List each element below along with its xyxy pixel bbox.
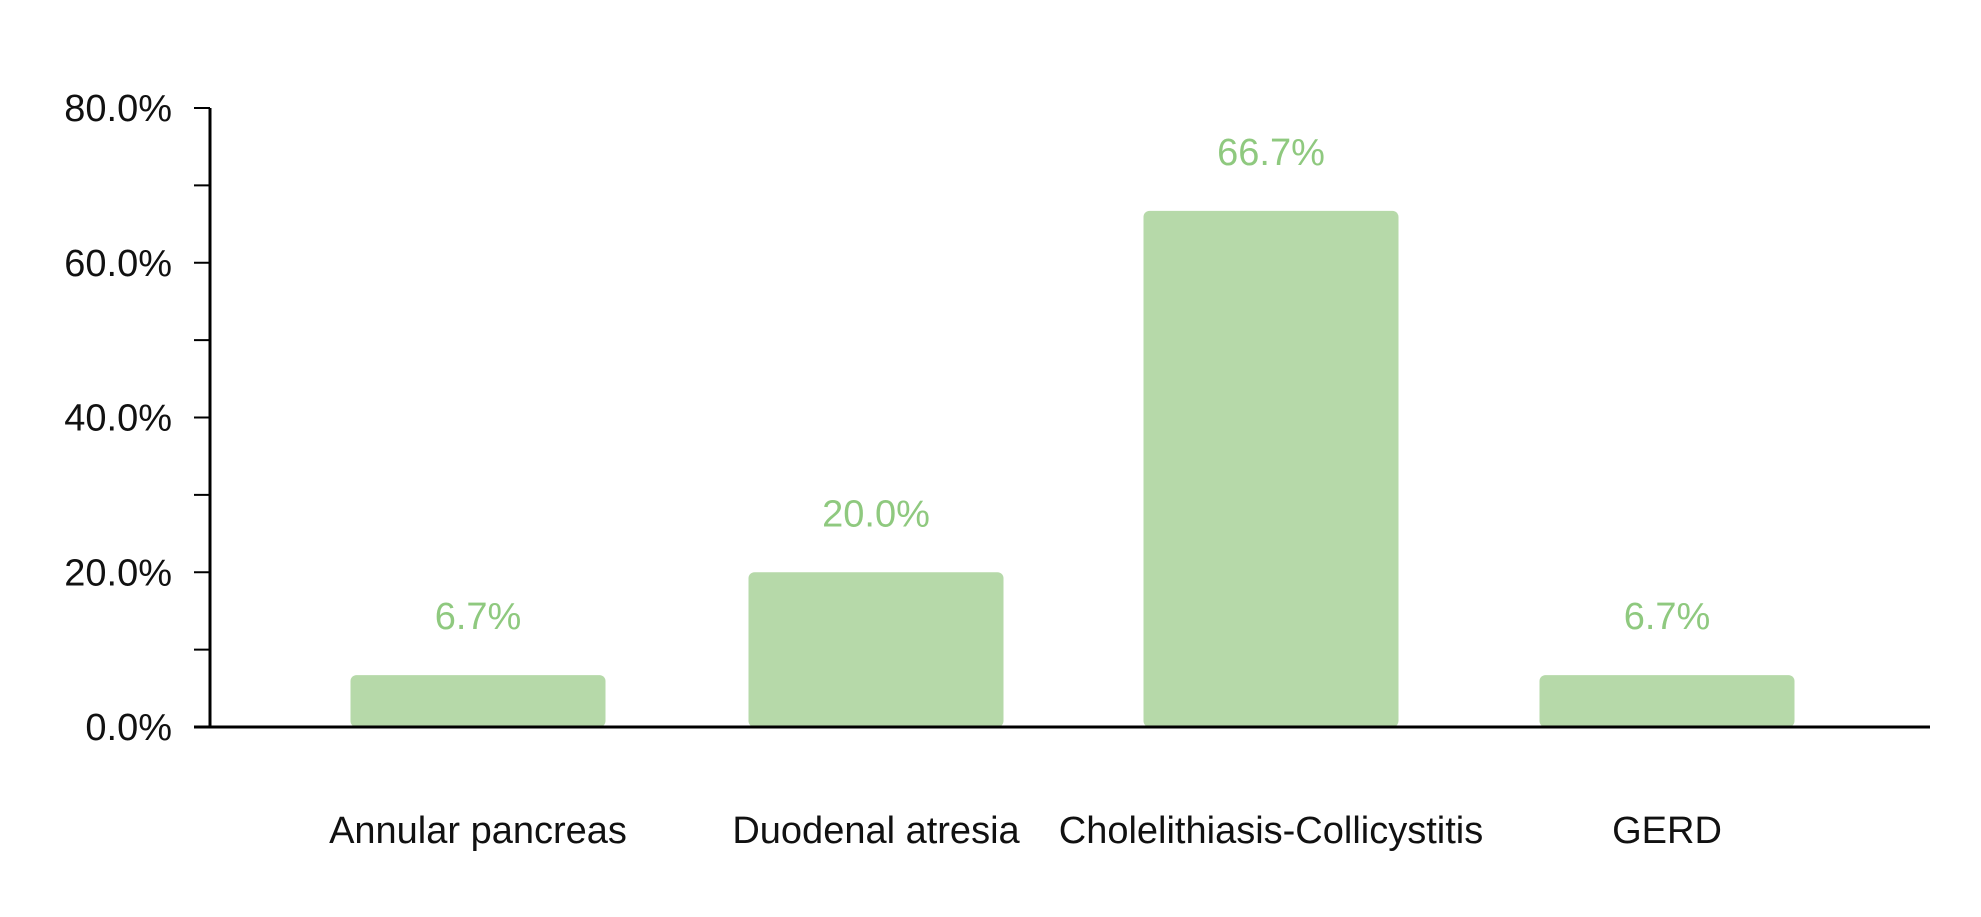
bar xyxy=(1539,675,1795,727)
bar xyxy=(1143,210,1399,727)
category-label: Annular pancreas xyxy=(329,810,627,852)
category-label: GERD xyxy=(1612,810,1722,852)
y-tick-label: 60.0% xyxy=(64,243,172,285)
data-label: 6.7% xyxy=(435,596,522,638)
bar xyxy=(350,675,606,727)
bars-group xyxy=(350,210,1795,727)
y-ticks-group: 0.0% 20.0% 40.0% 60.0% 80.0% xyxy=(64,88,210,749)
labels-group: 6.7% Annular pancreas 20.0% Duodenal atresi… xyxy=(329,132,1722,852)
data-label: 66.7% xyxy=(1217,132,1325,174)
y-tick-label: 0.0% xyxy=(85,707,172,749)
category-label: Cholelithiasis-Collicystitis xyxy=(1059,810,1483,852)
y-tick-label: 40.0% xyxy=(64,398,172,440)
data-label: 20.0% xyxy=(822,493,930,535)
bar xyxy=(748,572,1004,727)
category-label: Duodenal atresia xyxy=(732,810,1020,852)
y-tick-label: 20.0% xyxy=(64,552,172,594)
data-label: 6.7% xyxy=(1624,596,1711,638)
y-tick-label: 80.0% xyxy=(64,88,172,130)
